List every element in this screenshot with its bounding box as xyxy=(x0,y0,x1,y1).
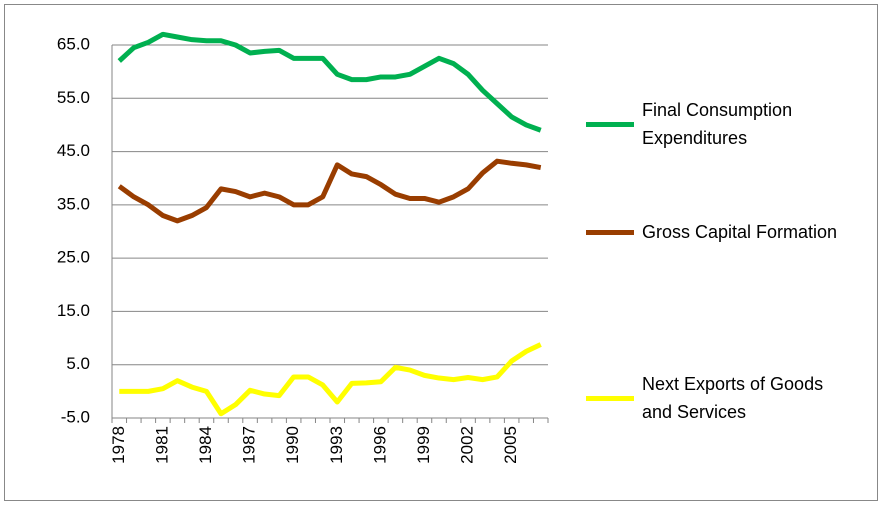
legend-entry: Gross Capital Formation xyxy=(586,218,876,246)
x-tick-label: 1984 xyxy=(196,426,215,464)
legend-swatch xyxy=(586,229,634,235)
y-tick-label: 5.0 xyxy=(66,354,90,373)
legend-swatch xyxy=(586,395,634,401)
x-tick-label: 2002 xyxy=(458,426,477,464)
chart-frame xyxy=(4,4,878,501)
series-line xyxy=(117,31,542,133)
x-tick-label: 2005 xyxy=(501,426,520,464)
y-tick-label: -5.0 xyxy=(61,407,90,426)
legend-label: Final Consumption Expenditures xyxy=(642,100,793,148)
legend-entry: Next Exports of Goods and Services xyxy=(586,370,876,426)
y-tick-label: 25.0 xyxy=(57,248,90,267)
y-tick-label: 35.0 xyxy=(57,194,90,213)
x-tick-label: 1996 xyxy=(370,426,389,464)
y-tick-label: 65.0 xyxy=(57,34,90,53)
y-tick-label: 15.0 xyxy=(57,301,90,320)
legend-label: Gross Capital Formation xyxy=(642,222,838,242)
x-tick-label: 1999 xyxy=(414,426,433,464)
x-tick-label: 1987 xyxy=(240,426,259,464)
y-tick-label: 45.0 xyxy=(57,141,90,160)
legend-swatch xyxy=(586,121,634,127)
series-line xyxy=(119,342,542,417)
series-line xyxy=(117,158,542,224)
x-tick-label: 1978 xyxy=(109,426,128,464)
x-tick-label: 1981 xyxy=(152,426,171,464)
x-tick-label: 1990 xyxy=(283,426,302,464)
legend-entry: Final Consumption Expenditures xyxy=(586,96,876,152)
legend-label: Next Exports of Goods and Services xyxy=(642,374,824,422)
x-tick-label: 1993 xyxy=(327,426,346,464)
y-tick-label: 55.0 xyxy=(57,88,90,107)
